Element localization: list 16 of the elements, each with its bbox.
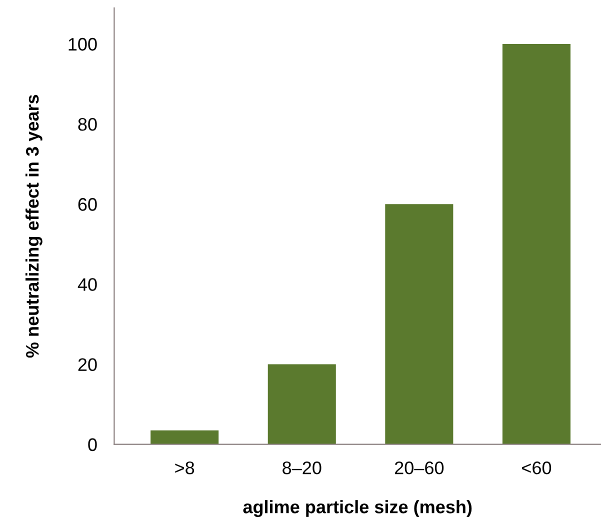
bar xyxy=(268,364,336,444)
x-axis-title: aglime particle size (mesh) xyxy=(243,500,472,517)
bar xyxy=(150,430,219,444)
y-tick-label: 60 xyxy=(78,198,97,211)
y-tick-label: 100 xyxy=(68,38,97,51)
bar xyxy=(502,44,570,444)
bar xyxy=(385,204,454,444)
x-tick-label: <60 xyxy=(522,462,552,474)
y-axis-title: % neutralizing effect in 3 years xyxy=(25,94,42,358)
x-tick-label: 8–20 xyxy=(282,462,322,474)
y-tick-label: 40 xyxy=(78,278,97,291)
x-tick-label: 20–60 xyxy=(394,462,444,474)
y-tick-label: 0 xyxy=(88,438,97,452)
y-tick-label: 80 xyxy=(78,118,97,131)
x-tick-label: >8 xyxy=(175,462,194,474)
y-tick-label: 20 xyxy=(78,358,97,371)
